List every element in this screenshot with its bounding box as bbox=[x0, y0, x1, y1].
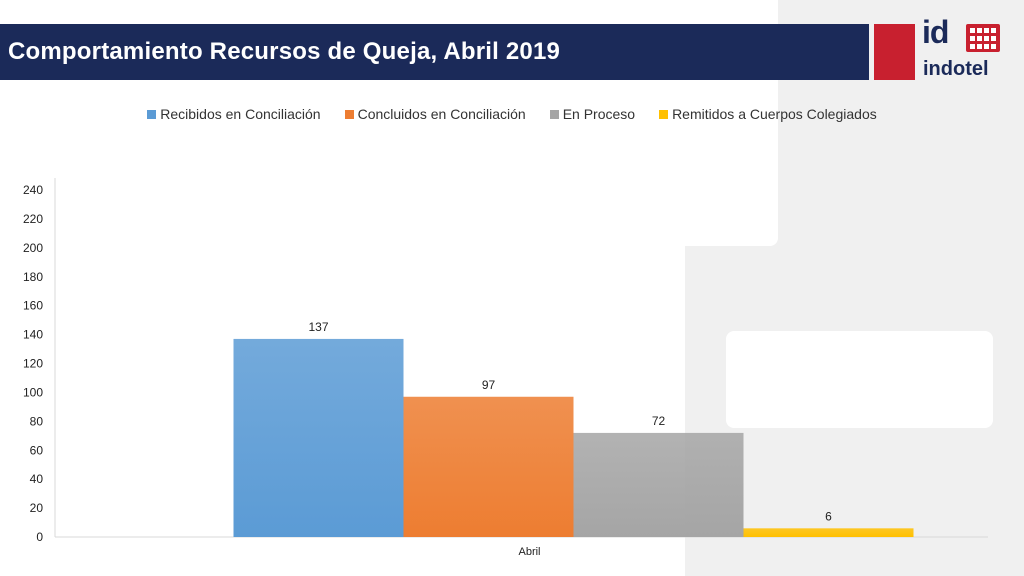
y-tick-label: 160 bbox=[23, 299, 43, 313]
y-tick-label: 140 bbox=[23, 328, 43, 342]
legend-item: Recibidos en Conciliación bbox=[147, 106, 321, 122]
bar bbox=[403, 396, 574, 537]
bar bbox=[233, 338, 404, 537]
legend-swatch bbox=[147, 109, 157, 119]
background-card bbox=[726, 331, 993, 428]
legend-item: En Proceso bbox=[549, 106, 636, 122]
legend-item: Remitidos a Cuerpos Colegiados bbox=[659, 106, 877, 122]
legend-item: Concluidos en Conciliación bbox=[344, 106, 526, 122]
legend-label: Remitidos a Cuerpos Colegiados bbox=[672, 106, 877, 122]
bar bbox=[573, 432, 744, 537]
legend-label: Concluidos en Conciliación bbox=[357, 106, 526, 122]
y-tick-label: 60 bbox=[30, 443, 44, 457]
logo-id-mark: id bbox=[922, 14, 949, 50]
y-tick-label: 100 bbox=[23, 385, 43, 399]
y-tick-label: 220 bbox=[23, 212, 43, 226]
page-title: Comportamiento Recursos de Queja, Abril … bbox=[8, 38, 561, 65]
data-label: 137 bbox=[308, 320, 328, 334]
y-tick-label: 200 bbox=[23, 241, 43, 255]
legend-swatch bbox=[659, 109, 669, 119]
y-tick-label: 240 bbox=[23, 183, 43, 197]
logo-wordmark: indotel bbox=[923, 58, 989, 80]
x-tick-label: Abril bbox=[518, 546, 540, 558]
data-label: 72 bbox=[652, 414, 666, 428]
legend-swatch bbox=[549, 109, 559, 119]
data-label: 6 bbox=[825, 509, 832, 523]
logo-red-block bbox=[874, 24, 915, 80]
title-bar: Comportamiento Recursos de Queja, Abril … bbox=[0, 24, 869, 80]
y-tick-label: 80 bbox=[30, 414, 44, 428]
y-tick-label: 20 bbox=[30, 501, 44, 515]
legend-label: En Proceso bbox=[562, 106, 636, 122]
legend-label: Recibidos en Conciliación bbox=[160, 106, 321, 122]
y-tick-label: 40 bbox=[30, 472, 44, 486]
bar bbox=[743, 528, 914, 537]
logo-grid-icon bbox=[966, 24, 1000, 52]
indotel-logo: id indotel bbox=[922, 14, 1004, 82]
data-label: 97 bbox=[482, 378, 496, 392]
y-tick-label: 0 bbox=[36, 530, 43, 544]
y-tick-label: 180 bbox=[23, 270, 43, 284]
chart-legend: Recibidos en Conciliación Concluidos en C… bbox=[0, 106, 1024, 122]
legend-swatch bbox=[344, 109, 354, 119]
y-tick-label: 120 bbox=[23, 357, 43, 371]
